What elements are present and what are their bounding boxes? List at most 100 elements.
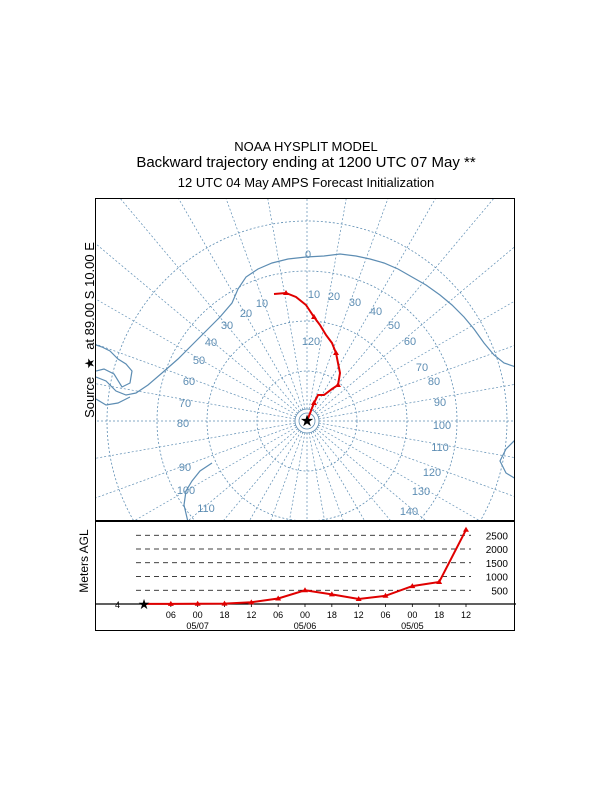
longitude-label: 90 [434,397,446,409]
time-tick-label: 18 [327,610,337,620]
height-tick-label: 2000 [486,545,509,556]
time-tick-label: 06 [166,610,176,620]
longitude-label: 70 [416,362,428,374]
meridian-line [318,384,514,420]
longitude-label: 30 [221,320,233,332]
longitude-label: 50 [193,355,205,367]
meridian-line [314,429,391,520]
height-point [167,600,174,606]
meridian-line [96,298,297,416]
height-series-line [144,529,467,605]
time-tick-label: 18 [434,610,444,620]
trajectory-marker [311,400,317,405]
meridian-line [317,301,514,416]
meridian-line [270,432,304,520]
longitude-label: 60 [404,336,416,348]
time-tick-label: 12 [354,610,364,620]
height-point [248,599,255,605]
meridian-line [188,428,299,520]
trajectory-marker [283,290,289,295]
meridian-line [310,199,389,410]
meridian-line [178,199,302,411]
meridian-line [315,428,426,520]
meridian-line [96,424,296,499]
time-tick-label: 18 [219,610,229,620]
time-tick-label: 00 [300,610,310,620]
height-tick-label: 500 [491,586,508,597]
trajectory-marker [311,314,317,319]
height-point [328,591,335,597]
longitude-label: 100 [177,485,195,497]
trajectory-marker [333,350,339,355]
meridian-line [310,432,344,520]
longitude-label: 20 [240,308,252,320]
meridian-line [318,345,514,418]
height-point [382,592,389,598]
longitude-label: 60 [183,376,195,388]
start-height-label: 4 [115,600,120,610]
meridian-line [308,199,347,410]
longitude-label: 130 [412,486,430,498]
longitude-label: 20 [328,291,340,303]
height-profile-chart: 500 1000 1500 2000 2500 4 06 00 18 12 06 00 18 12 06 00… [95,521,516,631]
time-tick-label: 00 [193,610,203,620]
source-star-icon: ★ [138,597,151,613]
trajectory-title: Backward trajectory ending at 1200 UTC 0… [136,154,476,171]
source-star-icon: ★ [300,411,314,430]
longitude-label: 80 [428,376,440,388]
meridian-line [312,431,365,520]
meridian-line [223,429,300,520]
longitude-label: 120 [302,336,320,348]
height-point [463,526,469,532]
height-point [355,596,362,602]
height-point [194,600,201,606]
longitude-label: 90 [179,462,191,474]
height-tick-label: 1000 [486,573,509,584]
longitude-label: 100 [433,420,451,432]
time-tick-label: 06 [273,610,283,620]
height-point [436,579,443,584]
height-point [409,583,416,589]
latitude-circle [298,412,316,430]
meridian-line [312,199,436,411]
meridian-line [315,246,514,414]
longitude-label: 50 [388,320,400,332]
date-label: 05/06 [294,621,317,631]
height-tick-label: 2500 [486,531,509,542]
meridian-line [308,432,325,520]
longitude-label: 40 [205,337,217,349]
height-point [221,600,228,606]
time-tick-label: 06 [380,610,390,620]
meridian-line [289,432,306,520]
model-title: NOAA HYSPLIT MODEL [234,139,378,154]
longitude-label: 10 [256,298,268,310]
initialization-subtitle: 12 UTC 04 May AMPS Forecast Initializati… [177,175,435,190]
longitude-label: 30 [349,297,361,309]
meridian-line [96,343,296,418]
meridian-line [120,199,300,413]
map-canvas: 010 20 30405060708090100110120130140102030… [96,199,514,520]
longitude-label: 10 [308,289,320,301]
coastline [96,253,514,520]
date-label: 05/05 [401,621,424,631]
time-tick-label: 12 [246,610,256,620]
meridian-line [318,424,514,497]
longitude-label: 110 [431,442,449,454]
meridian-line [314,199,494,413]
meridian-line [96,243,299,414]
height-point [302,587,308,593]
longitude-label: 80 [177,418,189,430]
longitude-label: 110 [197,503,215,515]
meridian-line [96,422,296,459]
longitude-label: 40 [370,306,382,318]
trajectory-map: 0 10 20 30 40 50 60 70 80 90 100 110 120 130 140 10 20 30… [95,198,515,521]
meridian-line [317,426,480,520]
longitude-label: 120 [423,467,441,479]
trajectory-marker [335,382,341,387]
meridian-line [249,431,302,520]
time-tick-label: 00 [407,610,417,620]
meridian-line [267,199,306,410]
height-axis-label: Meters AGL [77,529,91,593]
height-tick-label: 1500 [486,559,509,570]
height-chart-canvas: 500 1000 1500 2000 2500 4 06 00 18 12 06 00 18 12 06 00… [96,526,516,631]
